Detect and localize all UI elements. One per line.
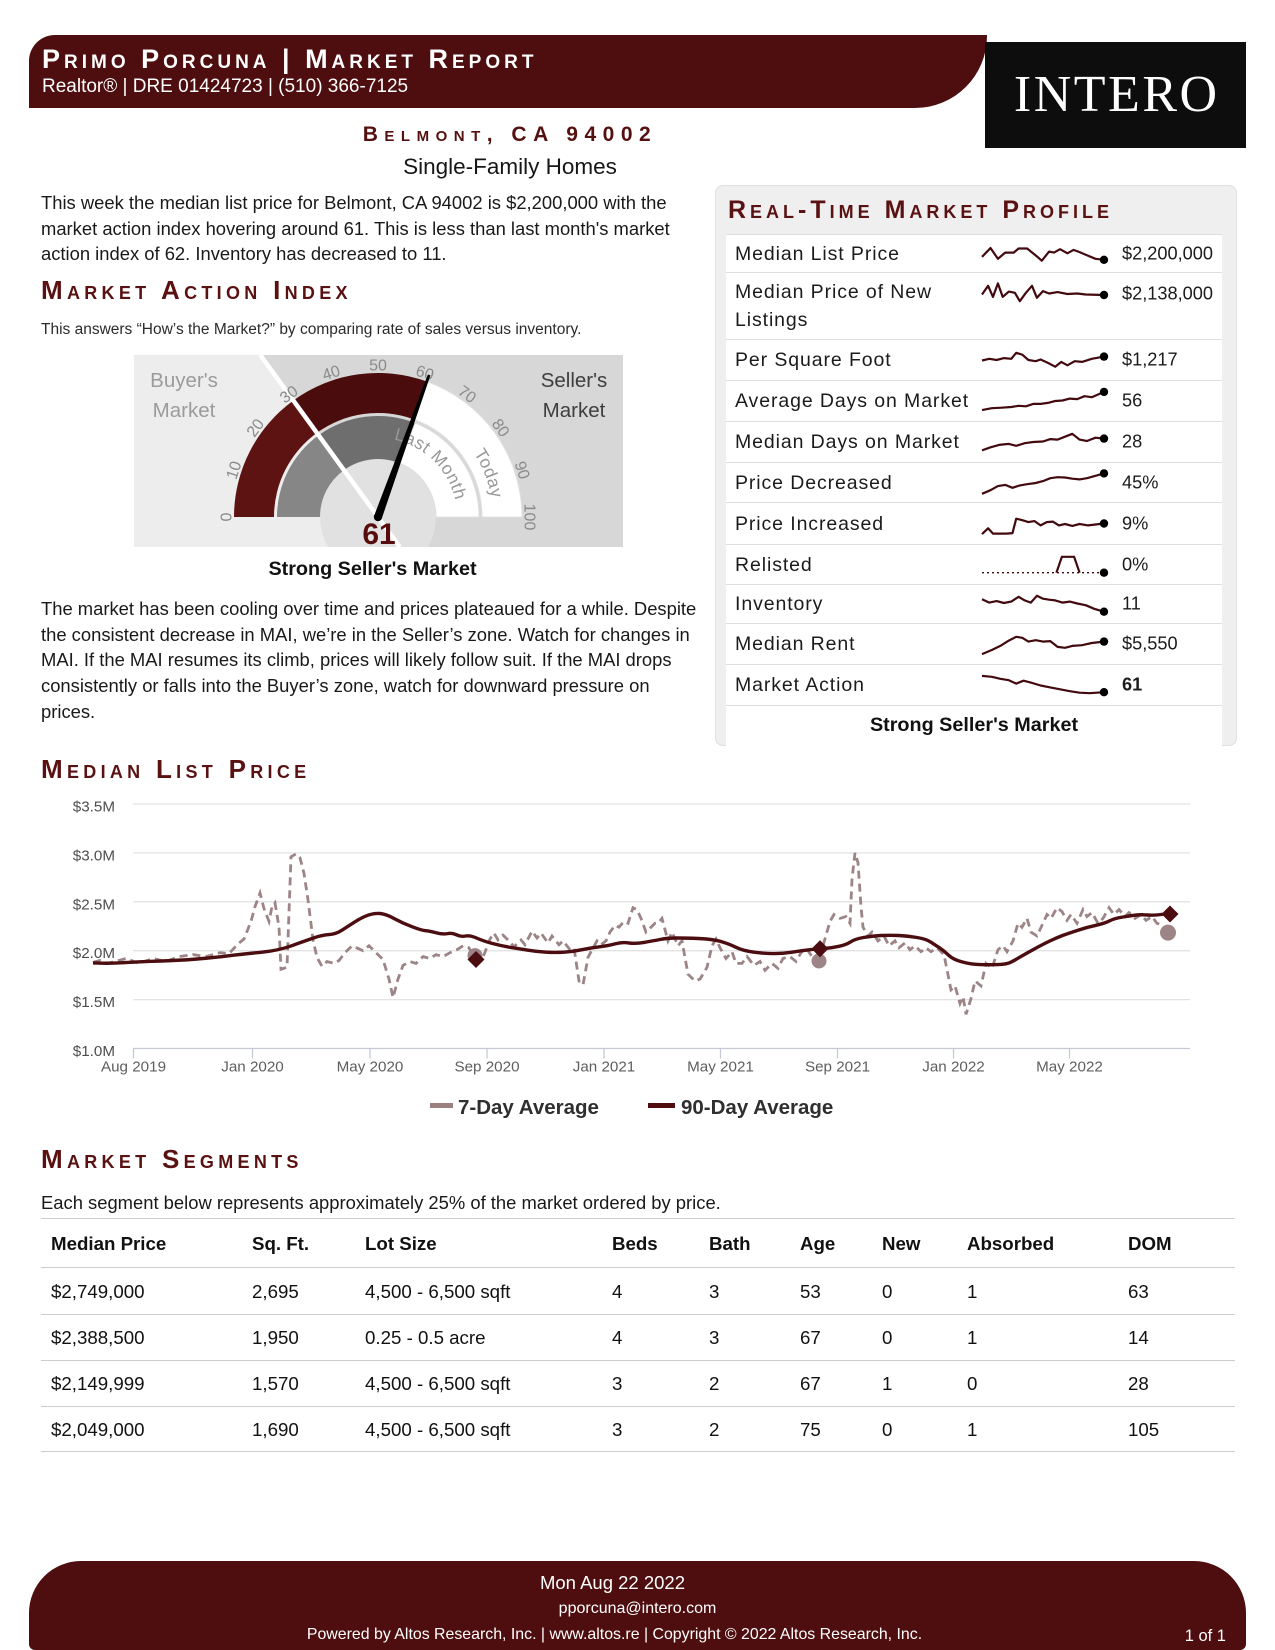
svg-text:Buyer's: Buyer's [150, 369, 218, 392]
svg-text:10: 10 [224, 459, 246, 481]
svg-text:0: 0 [219, 512, 236, 521]
svg-text:Market: Market [153, 399, 216, 422]
svg-text:100: 100 [520, 504, 537, 531]
svg-text:Sep 2020: Sep 2020 [454, 1059, 519, 1076]
svg-text:May 2022: May 2022 [1036, 1059, 1103, 1076]
svg-text:Jan 2022: Jan 2022 [922, 1059, 985, 1076]
svg-text:$3.0M: $3.0M [73, 847, 115, 864]
svg-text:40: 40 [320, 363, 342, 385]
svg-text:May 2020: May 2020 [337, 1059, 404, 1076]
svg-text:Sep 2021: Sep 2021 [805, 1059, 870, 1076]
svg-text:$1.0M: $1.0M [73, 1043, 115, 1060]
svg-text:Aug 2019: Aug 2019 [101, 1059, 166, 1076]
svg-text:Seller's: Seller's [541, 369, 608, 392]
svg-text:Market: Market [543, 399, 606, 422]
svg-text:50: 50 [369, 358, 387, 375]
svg-text:Jan 2021: Jan 2021 [573, 1059, 636, 1076]
svg-text:$1.5M: $1.5M [73, 994, 115, 1011]
svg-text:$3.5M: $3.5M [73, 799, 115, 816]
svg-text:Jan 2020: Jan 2020 [221, 1059, 284, 1076]
svg-text:60: 60 [413, 363, 435, 385]
svg-text:90: 90 [511, 459, 533, 481]
svg-text:$2.5M: $2.5M [73, 896, 115, 913]
svg-text:61: 61 [362, 518, 395, 547]
svg-text:May 2021: May 2021 [687, 1059, 754, 1076]
svg-text:$2.0M: $2.0M [73, 945, 115, 962]
